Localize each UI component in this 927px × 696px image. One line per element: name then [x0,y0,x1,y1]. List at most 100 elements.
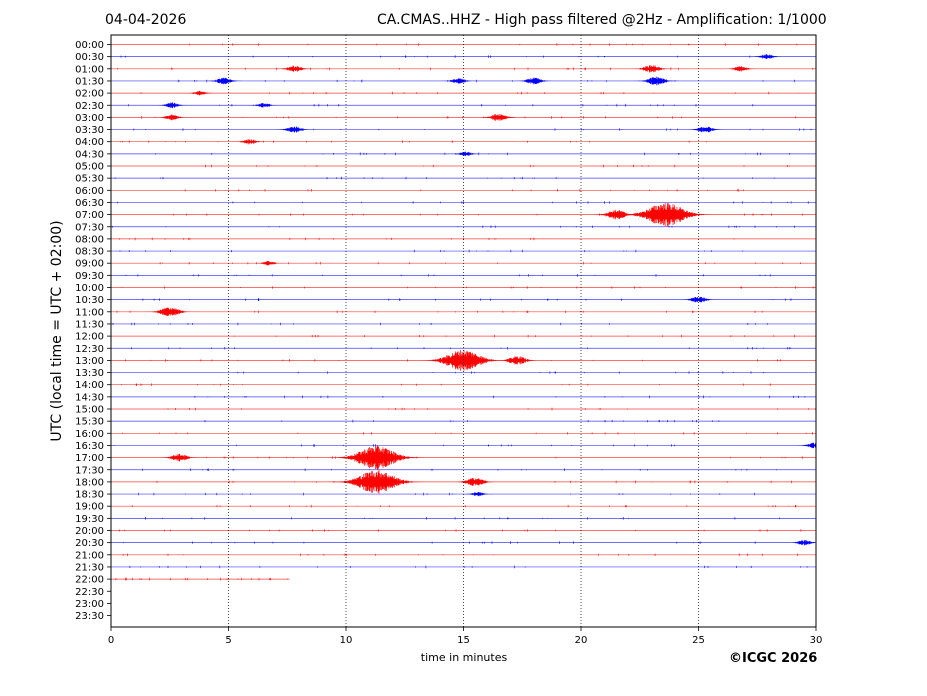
y-tick-label-15:00: 15:00 [75,405,104,416]
y-tick-label-12:30: 12:30 [75,344,104,355]
y-tick-label-06:30: 06:30 [75,198,104,209]
y-tick-label-20:00: 20:00 [75,526,104,537]
chart-title: CA.CMAS..HHZ - High pass filtered @2Hz -… [377,12,827,28]
y-tick-label-20:30: 20:30 [75,538,104,549]
x-axis-label: time in minutes [420,651,508,664]
event-03:00-12 [477,114,521,121]
event-16:30-24 [795,442,817,449]
chart-date: 04-04-2026 [105,12,187,28]
trace-noise-06:00 [184,188,744,192]
y-tick-label-11:00: 11:00 [75,307,104,318]
event-01:30-4 [204,77,243,85]
y-tick-label-14:30: 14:30 [75,392,104,403]
y-tick-label-08:00: 08:00 [75,234,104,245]
trace-noise-16:00 [122,432,813,435]
y-tick-label-07:30: 07:30 [75,222,104,233]
event-03:30-14 [685,126,725,133]
trace-noise-15:30 [204,419,720,423]
trace-noise-11:00 [116,310,763,314]
event-01:30-7 [632,76,680,86]
event-09:00-19 [252,260,285,266]
y-tick-label-13:00: 13:00 [75,356,104,367]
y-tick-label-10:30: 10:30 [75,295,104,306]
y-tick-label-15:30: 15:30 [75,417,104,428]
trace-noise-11:30 [112,322,768,326]
trace-noise-10:00 [121,286,814,289]
trace-noise-08:00 [119,237,735,241]
y-tick-label-04:30: 04:30 [75,149,104,160]
event-04:30-16 [450,151,482,157]
event-03:00-11 [154,114,190,121]
event-01:30-5 [441,78,477,84]
y-tick-label-16:00: 16:00 [75,429,104,440]
y-tick-label-18:00: 18:00 [75,477,104,488]
trace-noise-07:30 [112,225,795,229]
y-tick-label-00:30: 00:30 [75,52,104,63]
y-tick-label-04:00: 04:00 [75,137,104,148]
y-tick-label-05:30: 05:30 [75,174,104,185]
y-tick-label-17:30: 17:30 [75,465,104,476]
y-tick-label-08:30: 08:30 [75,247,104,258]
trace-noise-20:30 [123,541,756,544]
trace-noise-19:30 [145,517,780,520]
trace-noise-00:00 [189,43,798,46]
y-tick-label-07:00: 07:00 [75,210,104,221]
trace-noise-08:30 [119,249,744,253]
trace-noise-22:00 [111,577,288,581]
event-00:30-0 [748,54,785,60]
trace-noise-21:30 [129,565,808,569]
y-tick-label-05:00: 05:00 [75,162,104,173]
y-tick-label-19:00: 19:00 [75,502,104,513]
y-tick-label-12:00: 12:00 [75,332,104,343]
y-tick-label-01:00: 01:00 [75,64,104,75]
event-01:00-2 [630,65,673,73]
event-13:00-23 [494,356,541,365]
y-tick-label-21:30: 21:30 [75,562,104,573]
trace-noise-21:00 [122,553,798,557]
trace-noise-14:30 [194,395,806,399]
y-tick-label-10:00: 10:00 [75,283,104,294]
x-tick-label-15: 15 [457,635,470,646]
x-tick-label-25: 25 [692,635,705,646]
trace-noise-05:30 [114,176,775,180]
event-07:00-18 [615,202,716,227]
copyright-text: ©ICGC 2026 [729,651,818,666]
event-20:30-30 [786,539,817,546]
event-01:30-6 [514,77,554,85]
y-tick-label-22:30: 22:30 [75,587,104,598]
y-tick-label-16:30: 16:30 [75,441,104,452]
y-tick-label-21:00: 21:00 [75,550,104,561]
y-tick-label-14:00: 14:00 [75,380,104,391]
trace-noise-14:00 [120,383,771,386]
x-tick-label-5: 5 [225,635,231,646]
y-tick-label-06:00: 06:00 [75,186,104,197]
trace-noise-09:00 [159,261,801,265]
y-tick-label-02:00: 02:00 [75,89,104,100]
trace-noise-19:00 [131,504,797,508]
trace-noise-12:30 [131,347,792,350]
x-tick-label-30: 30 [810,635,823,646]
event-10:30-20 [678,296,718,303]
event-18:00-27 [326,470,427,494]
trace-group [111,43,817,581]
event-02:30-10 [247,103,280,108]
trace-noise-10:30 [142,298,792,301]
event-17:00-25 [157,453,201,462]
trace-noise-05:00 [205,164,790,168]
event-03:30-13 [274,126,314,133]
event-02:00-8 [184,90,216,96]
x-axis: 0 5 10 15 20 25 30 [108,627,823,646]
y-tick-label-11:30: 11:30 [75,319,104,330]
x-tick-label-0: 0 [108,635,114,646]
trace-noise-17:30 [142,468,777,472]
y-tick-label-22:00: 22:00 [75,575,104,586]
x-tick-label-10: 10 [340,635,353,646]
trace-noise-20:00 [119,529,802,532]
event-04:00-15 [231,139,268,145]
y-tick-label-09:00: 09:00 [75,259,104,270]
trace-noise-09:30 [125,274,771,277]
event-02:30-9 [154,102,190,109]
trace-noise-12:00 [233,334,795,338]
trace-noise-13:30 [237,371,764,374]
